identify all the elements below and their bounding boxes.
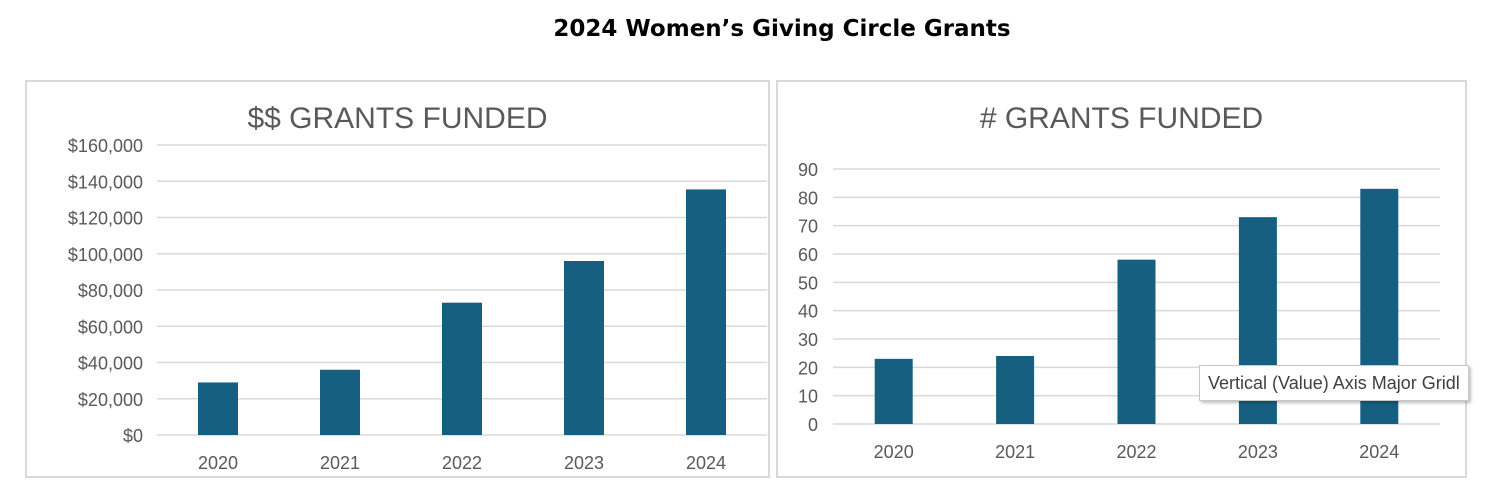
chart-plot-count: 0 10 20 30 40 50 60 70 80 90 2020 2021 2022 2023 2024 [798,160,1440,462]
bar-2022[interactable] [442,302,482,435]
bar-2021[interactable] [996,356,1035,424]
y-tick-label: $20,000 [78,390,143,410]
y-tick-label: 60 [798,245,818,265]
y-tick-label: 80 [798,188,818,208]
chart-title: # GRANTS FUNDED [979,102,1264,135]
bar-2024[interactable] [686,189,726,435]
bar-2020[interactable] [198,382,238,435]
x-tick-label: 2021 [320,453,360,473]
y-tick-label: $140,000 [68,172,143,192]
y-tick-label: $40,000 [78,354,143,374]
y-tick-label: $100,000 [68,245,143,265]
x-tick-label: 2024 [1359,442,1399,462]
y-tick-label: $0 [123,426,143,446]
y-tick-label: 70 [798,217,818,237]
y-tick-label: 10 [798,387,818,407]
bar-2023[interactable] [564,261,604,435]
page-title: 2024 Women’s Giving Circle Grants [553,16,1011,42]
gridline-tooltip: Vertical (Value) Axis Major Gridl [1199,365,1469,401]
bar-2020[interactable] [874,358,913,424]
x-tick-label: 2020 [874,442,914,462]
chart-title: $$ GRANTS FUNDED [247,102,548,135]
bar-2021[interactable] [320,369,360,435]
y-tick-label: $160,000 [68,136,143,156]
x-tick-label: 2023 [1238,442,1278,462]
x-tick-label: 2022 [442,453,482,473]
y-tick-label: $60,000 [78,317,143,337]
y-tick-label: 40 [798,302,818,322]
y-tick-label: 30 [798,330,818,350]
chart-panel-dollars[interactable]: $$ GRANTS FUNDED $0 $20,000 $40,000 $60,000… [25,80,770,478]
x-tick-label: 2024 [686,453,726,473]
y-tick-label: $120,000 [68,209,143,229]
chart-panel-count[interactable]: # GRANTS FUNDED 0 10 20 30 40 50 60 70 80 90 2020 2… [776,80,1467,478]
x-tick-label: 2022 [1116,442,1156,462]
y-tick-label: 20 [798,358,818,378]
y-tick-label: 90 [798,160,818,180]
x-tick-label: 2023 [564,453,604,473]
x-tick-label: 2021 [995,442,1035,462]
y-tick-label: $80,000 [78,281,143,301]
bar-2022[interactable] [1117,259,1156,424]
y-tick-label: 0 [808,415,818,435]
chart-plot-dollars: $0 $20,000 $40,000 $60,000 $80,000 $100,000 $1… [68,136,767,473]
y-tick-label: 50 [798,273,818,293]
x-tick-label: 2020 [198,453,238,473]
